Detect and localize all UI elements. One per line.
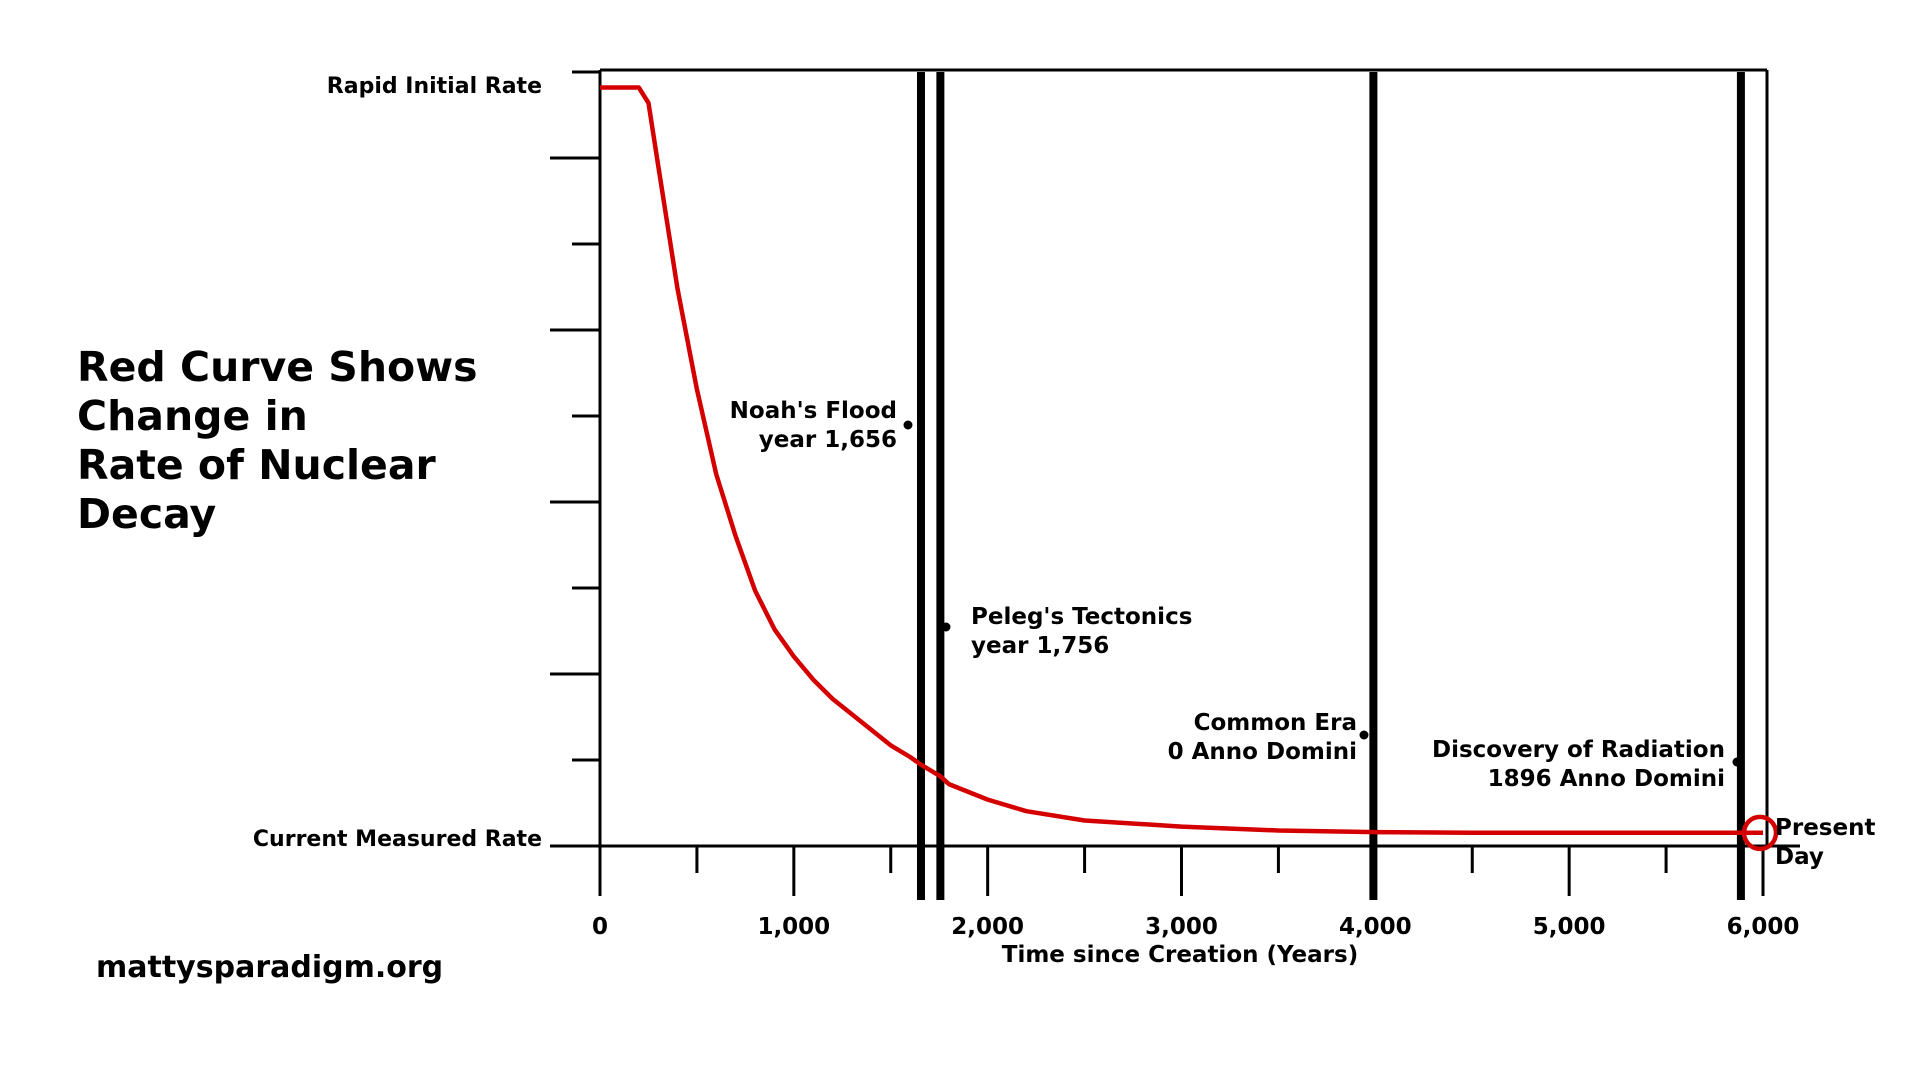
y-label-top: Rapid Initial Rate	[327, 74, 542, 99]
annotation-dot	[941, 622, 951, 632]
x-tick-label: 3,000	[1145, 914, 1218, 940]
event-annotation-label: Day	[1775, 844, 1824, 870]
event-annotation-label: Present	[1775, 815, 1875, 841]
side-title-line: Decay	[77, 490, 217, 538]
event-annotation-label: Discovery of Radiation	[1432, 737, 1725, 763]
event-annotation-label: 0 Anno Domini	[1168, 739, 1357, 765]
event-annotation-label: Common Era	[1194, 710, 1357, 736]
annotation-dot	[1359, 730, 1369, 740]
side-title-line: Rate of Nuclear	[77, 441, 436, 489]
event-annotation-label: year 1,656	[759, 427, 897, 453]
x-axis-label: Time since Creation (Years)	[1002, 942, 1358, 968]
event-annotation-label: year 1,756	[971, 633, 1109, 659]
present-day-marker	[1741, 814, 1779, 852]
website-watermark: mattysparadigm.org	[96, 950, 444, 985]
x-tick-label: 0	[592, 914, 608, 940]
side-title: Red Curve Shows Change in Rate of Nuclea…	[77, 343, 537, 539]
event-annotation-label: Peleg's Tectonics	[971, 604, 1192, 630]
x-tick-label: 6,000	[1727, 914, 1800, 940]
decay-rate-curve	[600, 85, 1763, 836]
x-tick-label: 5,000	[1533, 914, 1606, 940]
side-title-line: Change in	[77, 392, 308, 440]
annotation-dot	[903, 420, 913, 430]
side-title-line: Red Curve Shows	[77, 343, 478, 391]
x-tick-label: 4,000	[1339, 914, 1412, 940]
event-annotation-label: Noah's Flood	[730, 398, 897, 424]
event-annotation-label: 1896 Anno Domini	[1488, 766, 1725, 792]
y-label-bottom: Current Measured Rate	[253, 827, 542, 852]
x-tick-label: 2,000	[951, 914, 1024, 940]
annotation-dot	[1732, 757, 1742, 767]
x-tick-label: 1,000	[757, 914, 830, 940]
